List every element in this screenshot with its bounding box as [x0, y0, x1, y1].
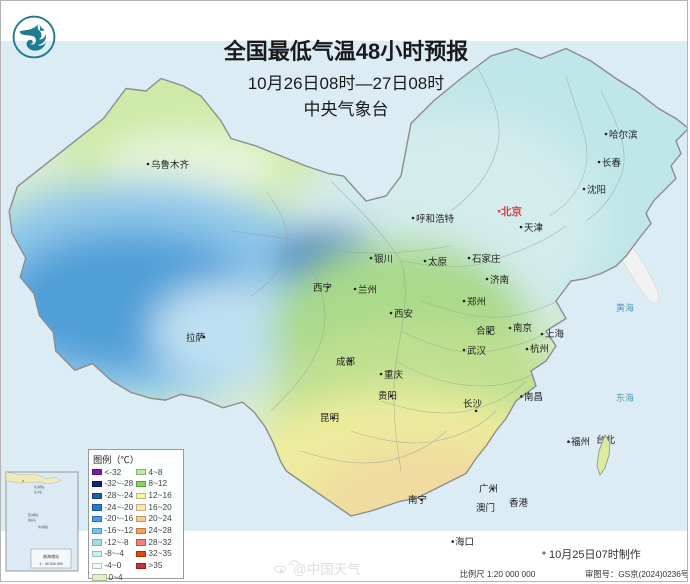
- svg-text:哈尔滨: 哈尔滨: [609, 129, 638, 141]
- svg-text:南海诸岛: 南海诸岛: [43, 553, 59, 559]
- svg-text:10月25日07时制作: 10月25日07时制作: [549, 548, 641, 561]
- svg-text:乌鲁木齐: 乌鲁木齐: [151, 159, 190, 171]
- svg-text:海口: 海口: [455, 536, 474, 548]
- svg-text:天津: 天津: [524, 223, 544, 234]
- svg-text:西沙群岛: 西沙群岛: [28, 513, 39, 517]
- svg-text:呼和浩特: 呼和浩特: [416, 213, 455, 225]
- svg-text:香港: 香港: [509, 497, 529, 509]
- svg-text:沈阳: 沈阳: [587, 184, 606, 196]
- svg-text:永兴岛: 永兴岛: [28, 518, 36, 522]
- svg-text:@中国天气: @中国天气: [293, 562, 361, 577]
- svg-text:成都: 成都: [336, 356, 356, 368]
- svg-text:石家庄: 石家庄: [472, 253, 501, 265]
- svg-text:澳门: 澳门: [476, 502, 495, 514]
- svg-text:银川: 银川: [374, 253, 393, 265]
- svg-text:郑州: 郑州: [467, 296, 486, 308]
- svg-text:杭州: 杭州: [530, 343, 549, 355]
- svg-text:太原: 太原: [428, 256, 447, 268]
- svg-text:西安: 西安: [394, 308, 413, 320]
- svg-text:审图号：GS京(2024)0236号: 审图号：GS京(2024)0236号: [585, 569, 688, 579]
- svg-text:广州: 广州: [479, 483, 498, 495]
- svg-text:昆明: 昆明: [320, 413, 339, 424]
- svg-text:东沙群岛: 东沙群岛: [34, 485, 45, 489]
- svg-text:长春: 长春: [602, 157, 622, 169]
- svg-text:重庆: 重庆: [384, 369, 404, 381]
- svg-text:中央气象台: 中央气象台: [304, 100, 389, 119]
- svg-text:1：40 000 000: 1：40 000 000: [39, 562, 63, 566]
- svg-text:上海: 上海: [545, 328, 565, 340]
- svg-text:东沙岛: 东沙岛: [34, 490, 42, 494]
- svg-text:南宁: 南宁: [408, 494, 427, 506]
- svg-text:拉萨: 拉萨: [186, 332, 206, 344]
- svg-text:长沙: 长沙: [463, 398, 483, 410]
- svg-text:10月26日08时—27日08时: 10月26日08时—27日08时: [248, 74, 445, 93]
- svg-text:武汉: 武汉: [467, 345, 487, 357]
- svg-text:南昌: 南昌: [524, 391, 543, 403]
- svg-text:济南: 济南: [490, 274, 509, 286]
- svg-text:黄海: 黄海: [616, 302, 634, 313]
- svg-text:北京: 北京: [501, 205, 522, 218]
- svg-text:中沙群岛: 中沙群岛: [38, 525, 49, 529]
- svg-text:全国最低气温48小时预报: 全国最低气温48小时预报: [223, 39, 468, 64]
- svg-text:贵阳: 贵阳: [378, 390, 397, 402]
- svg-text:兰州: 兰州: [358, 284, 377, 296]
- svg-text:合肥: 合肥: [476, 325, 496, 337]
- svg-text:南京: 南京: [513, 322, 532, 334]
- svg-text:东海: 东海: [616, 392, 634, 403]
- svg-text:西宁: 西宁: [313, 282, 332, 294]
- svg-text:比例尺 1:20 000 000: 比例尺 1:20 000 000: [460, 569, 536, 579]
- svg-text:福州: 福州: [571, 436, 590, 448]
